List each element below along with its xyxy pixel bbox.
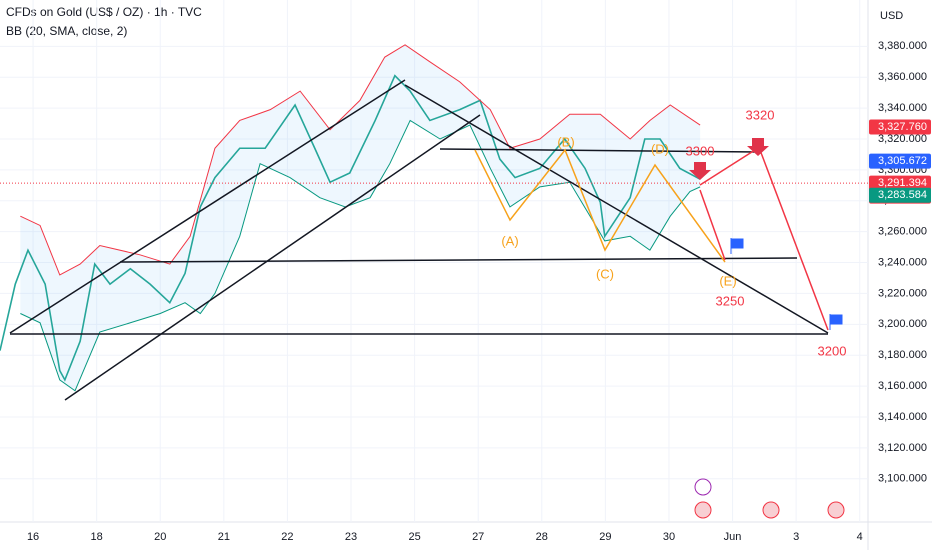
price-line [0, 74, 701, 382]
band-line [20, 44, 701, 276]
y-tick-label: 3,260.000 [878, 226, 927, 238]
x-tick-label: 3 [793, 531, 799, 543]
currency-label: USD [880, 10, 903, 22]
support-line [119, 257, 798, 263]
event-icon[interactable] [827, 501, 845, 519]
y-tick-label: 3,160.000 [878, 380, 927, 392]
x-tick-label: 30 [663, 531, 675, 543]
y-tick-label: 3,320.000 [878, 133, 927, 145]
y-tick-label: 3,220.000 [878, 287, 927, 299]
price-badge-label: 3,327.760 [878, 121, 927, 133]
wave-label: (B) [557, 134, 574, 149]
target-label: 3300 [686, 143, 715, 158]
band-fill [20, 44, 701, 391]
plot [0, 0, 868, 522]
wave-label: (E) [719, 273, 736, 288]
chart-title: CFDs on Gold (US$ / OZ) · 1h · TVC [6, 5, 202, 19]
target-label: 3250 [716, 293, 745, 308]
price-badge [869, 153, 931, 169]
drawings [9, 79, 829, 401]
target-label: 3320 [746, 107, 775, 122]
y-tick-label: 3,100.000 [878, 473, 927, 485]
event-icon[interactable] [762, 501, 780, 519]
y-tick-label: 3,360.000 [878, 71, 927, 83]
x-tick-label: 20 [154, 531, 166, 543]
trend-line [404, 84, 829, 334]
y-tick-label: 3,340.000 [878, 102, 927, 114]
x-tick-label: 29 [599, 531, 611, 543]
wave-label: (C) [596, 266, 614, 281]
y-tick-label: 3,140.000 [878, 411, 927, 423]
flag-icon [730, 238, 744, 254]
band-line [20, 119, 701, 392]
arrow [699, 149, 756, 186]
y-tick-label: 3,380.000 [878, 40, 927, 52]
x-tick-label: 27 [472, 531, 484, 543]
y-tick-label: 3,200.000 [878, 318, 927, 330]
wave-label: (D) [651, 141, 669, 156]
x-tick-label: 16 [27, 531, 39, 543]
resistance-line [439, 148, 761, 153]
target-label: 3200 [818, 343, 847, 358]
event-icon[interactable] [694, 478, 712, 496]
arrow [699, 189, 726, 261]
wave-label: (A) [501, 233, 518, 248]
y-tick-label: 3,180.000 [878, 349, 927, 361]
x-tick-label: 23 [345, 531, 357, 543]
channel-line [9, 79, 406, 334]
indicator-label: BB (20, SMA, close, 2) [6, 24, 127, 38]
x-tick-label: 4 [857, 531, 863, 543]
price-badge [869, 119, 931, 135]
x-tick-label: 28 [536, 531, 548, 543]
event-icon[interactable] [694, 501, 712, 519]
channel-line [64, 114, 481, 401]
price-badge-label: 3,305.672 [878, 155, 927, 167]
price-badge-label: 3,291.394 [878, 177, 927, 189]
wave-line [474, 148, 726, 263]
down-arrow-icon [747, 138, 769, 156]
flag-icon [829, 314, 843, 330]
x-tick-label: 18 [91, 531, 103, 543]
x-tick-label: 21 [218, 531, 230, 543]
x-tick-label: Jun [724, 531, 742, 543]
y-tick-label: 3,120.000 [878, 442, 927, 454]
x-tick-label: 25 [408, 531, 420, 543]
y-tick-label: 3,240.000 [878, 256, 927, 268]
down-arrow-icon [689, 162, 711, 180]
price-badge-label: 3,283.584 [878, 189, 927, 201]
arrow [759, 149, 829, 331]
price-badge [869, 187, 931, 203]
x-tick-label: 22 [281, 531, 293, 543]
